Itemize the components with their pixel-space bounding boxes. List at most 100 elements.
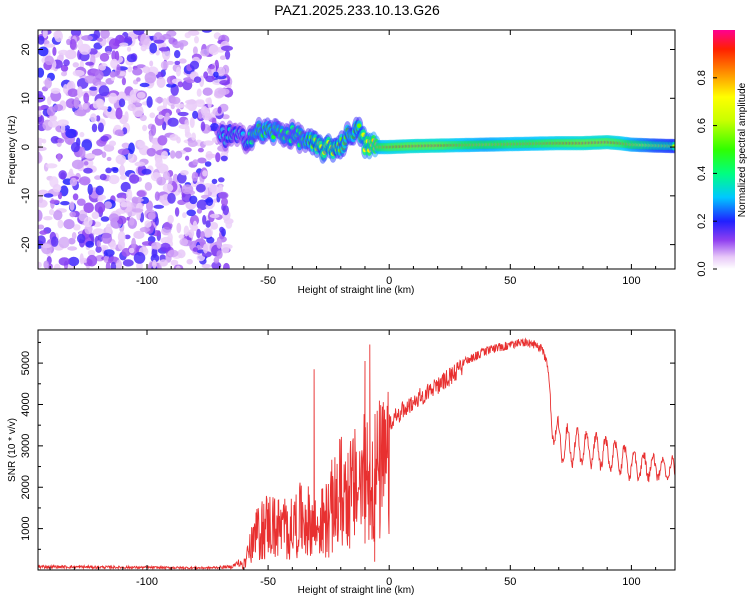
colorbar-gradient <box>713 30 735 269</box>
noise-blob <box>108 174 120 185</box>
noise-blob <box>83 202 94 214</box>
noise-blob <box>142 66 151 74</box>
noise-blob <box>150 254 160 263</box>
noise-blob <box>146 96 153 108</box>
noise-blob <box>217 66 226 77</box>
noise-blob <box>104 201 112 210</box>
noise-blob <box>117 148 130 155</box>
noise-blob <box>188 229 195 238</box>
noise-blob <box>43 193 54 198</box>
colorbar-tick-label: 0.6 <box>696 118 708 133</box>
noise-blob <box>153 39 165 44</box>
noise-blob <box>186 79 196 84</box>
noise-blob <box>201 30 213 33</box>
colorbar-label: Normalized spectral amplitude <box>737 82 748 217</box>
spectrogram-x-axis-label: Height of straight line (km) <box>298 285 415 296</box>
noise-blob <box>221 197 228 207</box>
noise-blob <box>58 236 70 249</box>
x-tick-label: -100 <box>136 275 158 287</box>
noise-blob <box>209 213 220 219</box>
noise-blob <box>85 240 95 248</box>
noise-blob <box>49 114 58 122</box>
noise-blob <box>178 124 190 130</box>
noise-blob <box>147 212 156 220</box>
colorbar-tick-label: 0.0 <box>696 261 708 276</box>
noise-blob <box>71 159 84 170</box>
noise-blob <box>126 188 133 201</box>
spectrogram-y-ticks: -20 -10 0 10 20 <box>20 43 675 253</box>
noise-blob <box>38 261 42 269</box>
noise-blob <box>57 119 69 127</box>
noise-blob <box>60 123 66 134</box>
noise-blob <box>200 48 210 57</box>
noise-blob <box>196 208 202 214</box>
noise-blob <box>87 183 93 196</box>
noise-blob <box>124 234 131 240</box>
noise-blob <box>52 184 62 193</box>
noise-blob <box>96 240 101 248</box>
noise-blob <box>181 184 194 195</box>
ridge-core <box>357 123 362 128</box>
noise-blob <box>50 87 61 94</box>
noise-blob <box>140 44 147 52</box>
noise-blob <box>223 262 230 269</box>
y-tick-label: 1000 <box>20 516 32 540</box>
noise-blob <box>139 114 147 122</box>
noise-blob <box>192 110 199 119</box>
colorbar-ticks: 0.0 0.2 0.4 0.6 0.8 <box>696 70 717 277</box>
noise-blob <box>160 242 171 252</box>
noise-blob <box>185 103 193 109</box>
noise-blob <box>122 259 134 267</box>
noise-blob <box>157 114 164 120</box>
noise-blob <box>137 140 146 149</box>
noise-blob <box>192 247 199 252</box>
noise-blob <box>98 64 107 71</box>
noise-blob <box>98 85 110 97</box>
noise-blob <box>156 76 166 88</box>
noise-blob <box>68 237 76 245</box>
noise-blob <box>86 254 98 267</box>
noise-blob <box>119 42 129 47</box>
noise-blob <box>91 211 100 220</box>
noise-blob <box>139 82 150 88</box>
noise-blob <box>90 113 97 123</box>
noise-blob <box>119 164 126 177</box>
noise-blob <box>178 234 185 239</box>
noise-blob <box>197 157 207 164</box>
noise-blob <box>154 216 159 226</box>
noise-blob <box>189 195 198 205</box>
noise-blob <box>41 243 52 249</box>
y-tick-label: 3000 <box>20 434 32 458</box>
noise-blob <box>167 232 173 243</box>
x-tick-label: 100 <box>622 576 640 588</box>
noise-blob <box>155 97 164 104</box>
noise-blob <box>38 46 49 57</box>
noise-blob <box>77 86 83 98</box>
noise-blob <box>100 135 109 142</box>
x-tick-label: 50 <box>504 576 516 588</box>
noise-blob <box>216 238 222 249</box>
noise-blob <box>144 182 153 191</box>
noise-blob <box>217 106 222 114</box>
noise-blob <box>79 253 84 265</box>
noise-blob <box>92 228 105 236</box>
noise-blob <box>205 220 211 228</box>
noise-blob <box>38 224 45 230</box>
noise-blob <box>163 221 173 230</box>
noise-blob <box>95 255 105 262</box>
noise-blob <box>204 228 212 238</box>
noise-blob <box>196 199 208 211</box>
snr-panel: -100 -50 0 50 100 1000 2000 3000 4000 5000 Heigh… <box>7 329 676 596</box>
noise-blob <box>186 258 193 265</box>
noise-blob <box>219 80 231 86</box>
noise-blob <box>121 77 126 86</box>
x-tick-label: 100 <box>622 275 640 287</box>
noise-blob <box>177 249 186 259</box>
noise-blob <box>216 250 223 259</box>
noise-blob <box>205 97 212 104</box>
noise-blob <box>43 260 49 269</box>
noise-blob <box>133 230 145 239</box>
noise-blob <box>108 38 120 50</box>
noise-blob <box>81 35 93 41</box>
noise-blob <box>153 204 165 209</box>
